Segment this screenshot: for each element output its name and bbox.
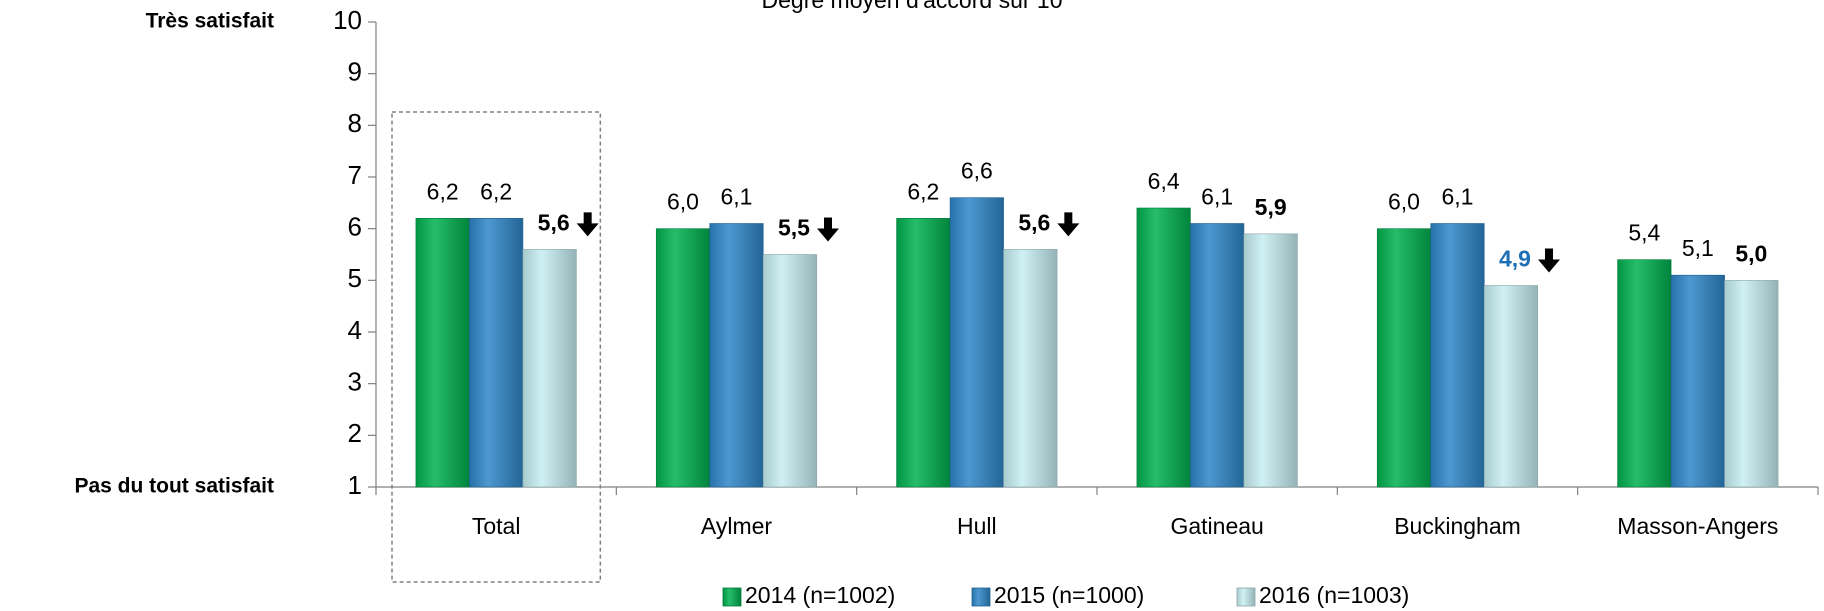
y-tick-label: 8	[348, 108, 362, 138]
y-tick-label: 9	[348, 57, 362, 87]
bar	[1190, 223, 1245, 488]
value-label: 5,5	[778, 215, 810, 241]
annotation: Pas du tout satisfait	[74, 475, 274, 498]
highlight-box	[391, 111, 602, 583]
bar	[1243, 233, 1298, 488]
x-tick-label: Aylmer	[701, 513, 772, 539]
x-tick-label: Buckingham	[1394, 513, 1521, 539]
legend-label: 2015 (n=1000)	[994, 582, 1144, 608]
x-tick-label: Masson-Angers	[1617, 513, 1778, 539]
y-tick-label: 2	[348, 418, 362, 448]
value-label: 6,0	[1388, 189, 1420, 215]
value-label: 5,9	[1255, 194, 1287, 220]
decrease-arrow	[817, 217, 839, 242]
decrease-arrow	[576, 212, 599, 237]
y-tick-label: 5	[348, 263, 362, 293]
value-label: 6,1	[721, 184, 753, 210]
decrease-arrow	[1538, 248, 1560, 273]
value-label: 6,1	[1201, 184, 1233, 210]
decrease-arrow	[1057, 212, 1080, 237]
bar	[1724, 280, 1779, 488]
annotation: Très satisfait	[146, 10, 274, 33]
value-label: 5,0	[1735, 240, 1767, 266]
value-label: 5,6	[1018, 209, 1050, 235]
value-label: 6,2	[907, 178, 939, 204]
value-label: 6,4	[1148, 168, 1180, 194]
x-tick-label: Total	[472, 513, 521, 539]
value-label: 6,6	[961, 158, 993, 184]
value-label: 5,4	[1628, 220, 1660, 246]
x-tick-label: Gatineau	[1170, 513, 1263, 539]
legend-swatch	[971, 587, 991, 607]
bar	[1483, 285, 1539, 488]
y-tick-label: 6	[348, 212, 362, 242]
y-tick-label: 10	[333, 5, 362, 35]
y-tick-label: 1	[348, 470, 362, 500]
legend-swatch	[1236, 587, 1256, 607]
value-label: 6,2	[480, 178, 512, 204]
value-label: 4,9	[1499, 246, 1531, 272]
value-label: 5,1	[1682, 235, 1714, 261]
bar	[1670, 274, 1725, 488]
bar	[1003, 249, 1058, 488]
value-label: 6,2	[427, 178, 459, 204]
bar	[1430, 223, 1485, 488]
bar	[1136, 207, 1191, 488]
bar	[1617, 259, 1672, 488]
bar	[762, 254, 818, 488]
value-label: 6,0	[667, 189, 699, 215]
bar	[949, 197, 1004, 488]
bar	[415, 218, 470, 488]
chart-title: Degré moyen d'accord sur 10	[762, 0, 1063, 13]
bar	[655, 228, 711, 488]
bar	[896, 218, 951, 488]
legend-label: 2016 (n=1003)	[1259, 582, 1409, 608]
value-label: 6,1	[1442, 184, 1474, 210]
x-tick-label: Hull	[957, 513, 997, 539]
value-label: 5,6	[538, 209, 570, 235]
bar	[1376, 228, 1432, 488]
bar	[709, 223, 764, 488]
y-tick-label: 4	[348, 315, 362, 345]
bar	[469, 218, 524, 488]
legend-label: 2014 (n=1002)	[745, 582, 895, 608]
legend-swatch	[722, 587, 742, 607]
y-tick-label: 3	[348, 367, 362, 397]
bar	[522, 249, 577, 488]
y-tick-label: 7	[348, 160, 362, 190]
